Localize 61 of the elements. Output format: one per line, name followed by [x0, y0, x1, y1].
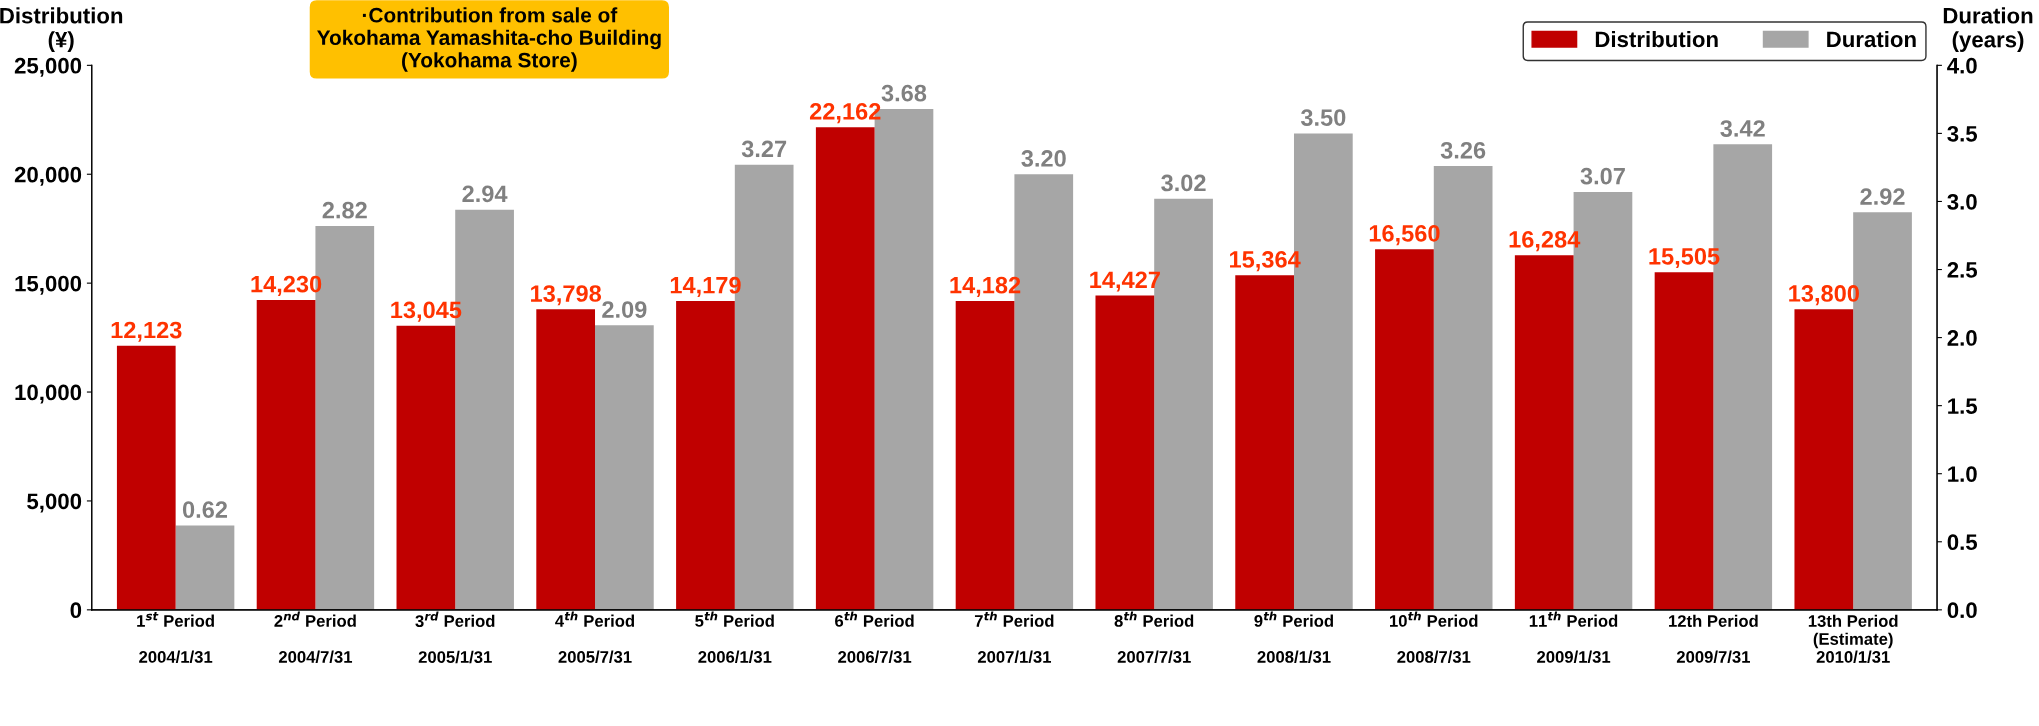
category-label: 4$^{th}$ Period 2005/7/31	[555, 611, 635, 664]
data-label: 2.82	[322, 201, 367, 219]
bar	[116, 345, 176, 610]
category-label: 5$^{th}$ Period 2006/1/31	[695, 611, 774, 664]
data-label: 0.62	[182, 501, 228, 518]
y-tick-label: 5,000	[27, 493, 82, 513]
data-label: 3.27	[741, 140, 787, 158]
legend-label: Duration	[1827, 30, 1916, 48]
category-label: 10$^{th}$ Period 2008/7/31	[1390, 611, 1478, 664]
category-label: 6$^{th}$ Period 2006/7/31	[835, 611, 914, 664]
data-label: 13,045	[391, 301, 462, 322]
data-label: 12,123	[111, 321, 182, 342]
y-tick-label: 10,000	[15, 384, 82, 404]
data-label: 15,364	[1230, 251, 1301, 272]
y2-tick-label: 1.5	[1948, 398, 1978, 414]
y2-tick-label: 3.5	[1947, 125, 1978, 142]
category-label: 7$^{th}$ Period 2007/1/31	[974, 611, 1054, 664]
category-label: 3$^{rd}$ Period 2005/1/31	[415, 611, 495, 664]
y2-tick-label: 0.0	[1947, 602, 1977, 619]
data-label: 22,162	[809, 102, 881, 124]
y2-axis-title: Duration (years)	[1943, 7, 2033, 52]
data-label: 15,505	[1649, 247, 1720, 269]
data-label: 3.50	[1300, 109, 1346, 126]
data-label: 3.26	[1440, 141, 1486, 159]
data-label: 14,427	[1090, 271, 1160, 292]
data-label: 14,230	[251, 275, 322, 296]
data-label: 13,798	[531, 285, 602, 306]
data-label: 13,800	[1789, 285, 1859, 306]
data-label: 2.94	[462, 185, 508, 203]
y2-tick-label: 2.5	[1947, 262, 1978, 278]
data-label: 3.20	[1021, 150, 1066, 167]
x-tick-label: 13th Period (Estimate) 2010/1/31	[1808, 614, 1898, 664]
y-tick-label: 15,000	[15, 275, 82, 295]
y2-tick-label: 2.0	[1947, 330, 1977, 346]
y-tick-label: 20,000	[14, 166, 82, 186]
category-label: 8$^{th}$ Period 2007/7/31	[1114, 611, 1194, 664]
data-label: 16,284	[1509, 231, 1581, 252]
y-axis-title: Distribution (¥)	[0, 7, 123, 52]
y2-tick-label: 0.5	[1947, 534, 1978, 551]
data-label: 2.09	[602, 301, 647, 318]
category-label: 1$^{st}$ Period 2004/1/31	[137, 612, 214, 664]
y-tick-label: 0	[70, 602, 82, 619]
data-label: 3.02	[1161, 174, 1206, 192]
data-label: 3.42	[1720, 120, 1765, 137]
data-label: 14,182	[950, 276, 1021, 297]
category-label: 12th Period 2009/7/31	[1669, 614, 1758, 664]
category-label: 9$^{th}$ Period 2008/1/31	[1254, 611, 1333, 664]
annotation: ·Contribution from sale of Yokohama Yamashita-cho Building (Yokohama Store)	[317, 7, 661, 72]
y2-tick-label: 1.0	[1948, 466, 1977, 482]
y-tick-label: 25,000	[14, 57, 82, 77]
bar	[175, 525, 235, 610]
data-label: 3.68	[881, 84, 927, 102]
category-label: 2$^{nd}$ Period 2004/7/31	[274, 611, 356, 664]
y2-tick-label: 4.0	[1947, 57, 1977, 74]
legend-label: Distribution	[1595, 30, 1718, 48]
data-label: 16,560	[1369, 225, 1440, 246]
category-label: 11$^{th}$ Period 2009/1/31	[1529, 611, 1618, 664]
data-label: 3.07	[1580, 167, 1625, 185]
data-label: 2.92	[1860, 188, 1905, 205]
data-label: 14,179	[670, 276, 741, 297]
y2-tick-label: 3.0	[1947, 194, 1977, 210]
